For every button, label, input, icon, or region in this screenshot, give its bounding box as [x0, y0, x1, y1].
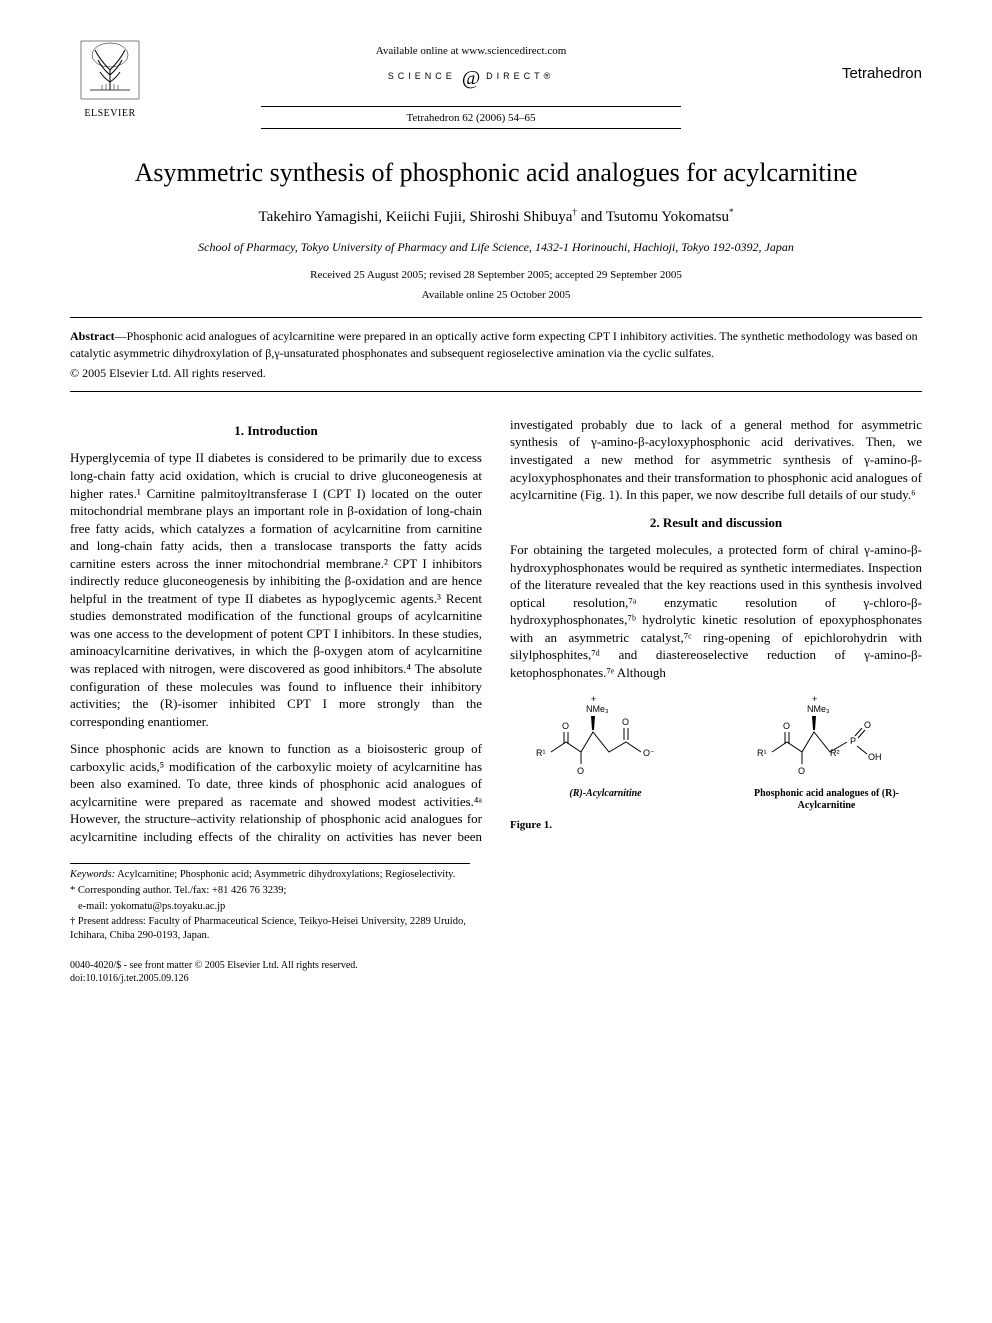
keywords-line: Keywords: Acylcarnitine; Phosphonic acid… [70, 868, 470, 882]
sd-right: DIRECT® [486, 70, 554, 82]
sciencedirect-logo: SCIENCE @ DIRECT® [388, 63, 555, 90]
molecule-left: + NMe₃ R¹ O O O O⁻ (R)-Acylcarnitine [510, 692, 701, 813]
svg-text:NMe₃: NMe₃ [586, 704, 609, 714]
journal-name: Tetrahedron [792, 40, 922, 84]
publisher-name: ELSEVIER [70, 107, 150, 121]
author-3: Shiroshi Shibuya [470, 209, 573, 225]
molecule-right: + NMe₃ R² R¹ O O P O OH Phosphonic acid … [731, 692, 922, 813]
available-online-text: Available online at www.sciencedirect.co… [150, 44, 792, 59]
center-header: Available online at www.sciencedirect.co… [150, 40, 792, 129]
svg-text:NMe₃: NMe₃ [807, 704, 830, 714]
corresponding-author: * Corresponding author. Tel./fax: +81 42… [70, 884, 470, 898]
svg-text:R²: R² [830, 748, 840, 758]
page-header: ELSEVIER Available online at www.science… [70, 40, 922, 129]
svg-text:R¹: R¹ [757, 748, 767, 758]
section-heading-results: 2. Result and discussion [510, 514, 922, 532]
front-matter-line: 0040-4020/$ - see front matter © 2005 El… [70, 959, 922, 972]
svg-text:O: O [783, 721, 790, 731]
keywords-label: Keywords: [70, 869, 115, 880]
corresponding-email: e-mail: yokomatu@ps.toyaku.ac.jp [70, 900, 470, 914]
svg-text:O: O [864, 720, 871, 730]
footnotes-block: Keywords: Acylcarnitine; Phosphonic acid… [70, 863, 470, 942]
molecule-right-svg: + NMe₃ R² R¹ O O P O OH [752, 692, 902, 782]
author-star: * [729, 207, 734, 217]
author-2: Keiichi Fujii, [386, 209, 470, 225]
svg-text:O: O [798, 766, 805, 776]
sd-left: SCIENCE [388, 70, 456, 82]
molecule-right-label: Phosphonic acid analogues of (R)-Acylcar… [731, 788, 922, 812]
elsevier-tree-icon [80, 40, 140, 100]
results-paragraph-1: For obtaining the targeted molecules, a … [510, 541, 922, 681]
svg-text:O: O [562, 721, 569, 731]
affiliation: School of Pharmacy, Tokyo University of … [70, 239, 922, 255]
figure-1: + NMe₃ R¹ O O O O⁻ (R)-Acylcarnitine + [510, 692, 922, 813]
authors-line: Takehiro Yamagishi, Keiichi Fujii, Shiro… [70, 207, 922, 227]
section-heading-intro: 1. Introduction [70, 422, 482, 440]
intro-paragraph-1: Hyperglycemia of type II diabetes is con… [70, 449, 482, 730]
author-and: and [577, 209, 606, 225]
svg-text:O: O [577, 766, 584, 776]
abstract-text: —Phosphonic acid analogues of acylcarnit… [70, 329, 918, 359]
doi-line: doi:10.1016/j.tet.2005.09.126 [70, 972, 922, 985]
figure-1-caption: Figure 1. [510, 818, 922, 833]
abstract-label: Abstract [70, 329, 115, 343]
keywords-text: Acylcarnitine; Phosphonic acid; Asymmetr… [115, 869, 455, 880]
sd-at-icon: @ [462, 65, 480, 92]
svg-text:R¹: R¹ [536, 748, 546, 758]
svg-text:O⁻: O⁻ [643, 748, 655, 758]
molecule-left-label: (R)-Acylcarnitine [510, 788, 701, 800]
author-1: Takehiro Yamagishi, [258, 209, 385, 225]
manuscript-dates: Received 25 August 2005; revised 28 Sept… [70, 268, 922, 283]
molecule-left-svg: + NMe₃ R¹ O O O O⁻ [531, 692, 681, 782]
available-date: Available online 25 October 2005 [70, 288, 922, 303]
svg-text:+: + [591, 694, 596, 704]
svg-text:O: O [622, 717, 629, 727]
journal-reference: Tetrahedron 62 (2006) 54–65 [150, 111, 792, 126]
header-rule-2 [261, 128, 681, 129]
abstract-copyright: © 2005 Elsevier Ltd. All rights reserved… [70, 365, 922, 381]
svg-text:+: + [812, 694, 817, 704]
article-body: 1. Introduction Hyperglycemia of type II… [70, 416, 922, 846]
svg-text:OH: OH [868, 752, 882, 762]
dagger-footnote: † Present address: Faculty of Pharmaceut… [70, 915, 470, 942]
svg-text:P: P [850, 736, 856, 746]
abstract-block: Abstract—Phosphonic acid analogues of ac… [70, 317, 922, 392]
author-4: Tsutomu Yokomatsu [606, 209, 729, 225]
article-title: Asymmetric synthesis of phosphonic acid … [70, 157, 922, 190]
publisher-block: ELSEVIER [70, 40, 150, 120]
bottom-meta: 0040-4020/$ - see front matter © 2005 El… [70, 959, 922, 985]
header-rule [261, 106, 681, 107]
